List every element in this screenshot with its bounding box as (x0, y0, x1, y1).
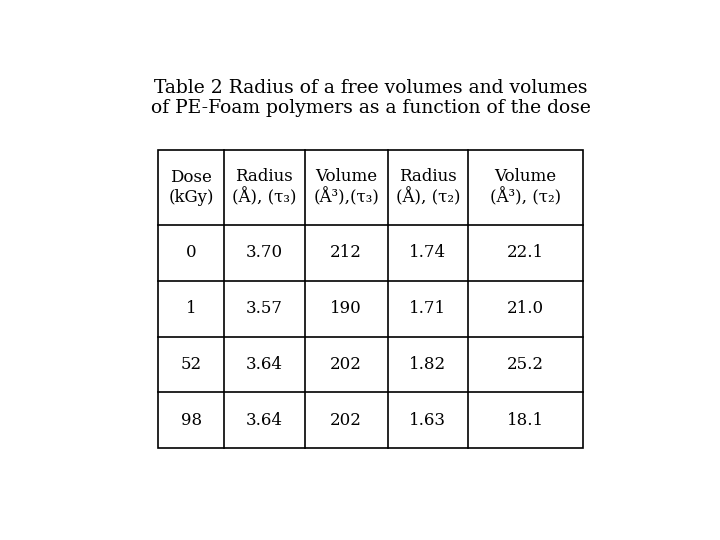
Text: Volume
(Å³), (τ₂): Volume (Å³), (τ₂) (490, 168, 561, 206)
Text: Radius
(Å), (τ₂): Radius (Å), (τ₂) (395, 168, 460, 206)
Text: 202: 202 (330, 356, 362, 373)
Text: 0: 0 (186, 245, 197, 261)
Text: 202: 202 (330, 412, 362, 429)
Text: 1.82: 1.82 (410, 356, 446, 373)
Bar (158, 150, 583, 448)
Text: Table 2 Radius of a free volumes and volumes
of PE-Foam polymers as a function o: Table 2 Radius of a free volumes and vol… (150, 79, 590, 118)
Text: 1: 1 (186, 300, 197, 317)
Text: Radius
(Å), (τ₃): Radius (Å), (τ₃) (232, 168, 297, 206)
Text: 52: 52 (181, 356, 202, 373)
Text: 212: 212 (330, 245, 362, 261)
Text: Dose
(kGy): Dose (kGy) (168, 169, 214, 206)
Text: 21.0: 21.0 (507, 300, 544, 317)
Text: 190: 190 (330, 300, 362, 317)
Text: 1.63: 1.63 (410, 412, 446, 429)
Text: 3.70: 3.70 (246, 245, 283, 261)
Text: 1.71: 1.71 (410, 300, 446, 317)
Text: 18.1: 18.1 (507, 412, 544, 429)
Text: 98: 98 (181, 412, 202, 429)
Text: 1.74: 1.74 (410, 245, 446, 261)
Text: 25.2: 25.2 (507, 356, 544, 373)
Text: 22.1: 22.1 (507, 245, 544, 261)
Text: 3.64: 3.64 (246, 412, 283, 429)
Text: 3.57: 3.57 (246, 300, 283, 317)
Text: 3.64: 3.64 (246, 356, 283, 373)
Text: Volume
(Å³),(τ₃): Volume (Å³),(τ₃) (313, 168, 379, 206)
